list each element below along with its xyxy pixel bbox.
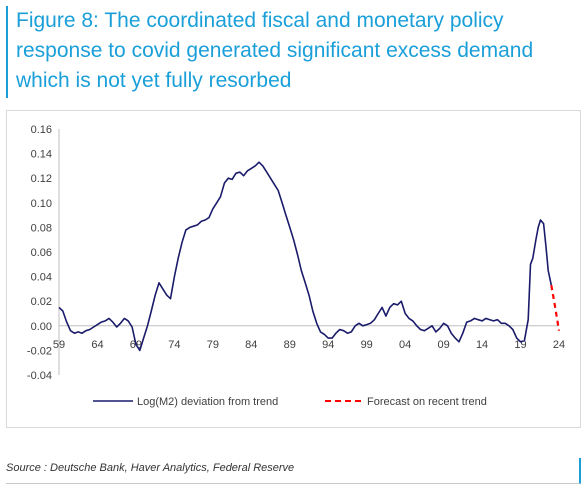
y-tick-label: 0.08: [31, 222, 52, 234]
x-tick-label: 59: [53, 339, 65, 351]
y-tick-label: 0.02: [31, 296, 52, 308]
y-tick-label: 0.14: [31, 149, 52, 161]
legend-label-forecast: Forecast on recent trend: [367, 396, 487, 408]
y-tick-label: 0.06: [31, 247, 52, 259]
y-tick-label: -0.02: [27, 345, 52, 357]
figure-title-line-3: which is not yet fully resorbed: [16, 69, 292, 92]
legend-label-m2: Log(M2) deviation from trend: [137, 396, 278, 408]
series-line-forecast: [550, 285, 561, 331]
x-tick-label: 79: [207, 339, 219, 351]
chart-frame: -0.04 -0.02 0.00 0.02 0.04 0.06 0.08 0.10 0.12 0.…: [6, 110, 581, 428]
x-tick-label: 14: [476, 339, 488, 351]
x-tick-label: 99: [361, 339, 373, 351]
y-tick-label: -0.04: [27, 370, 52, 382]
y-tick-label: 0.16: [31, 124, 52, 136]
title-block: Figure 8: The coordinated fiscal and mon…: [6, 6, 581, 98]
source-row: Source : Deutsche Bank, Haver Analytics,…: [6, 458, 581, 484]
legend: Log(M2) deviation from trend Forecast on…: [93, 396, 487, 408]
x-tick-label: 89: [284, 339, 296, 351]
y-tick-label: 0.04: [31, 272, 52, 284]
x-tick-label: 19: [514, 339, 526, 351]
x-tick-label: 64: [91, 339, 103, 351]
x-tick-label: 09: [437, 339, 449, 351]
x-tick-label: 94: [322, 339, 334, 351]
series-line-m2-deviation: [58, 161, 553, 352]
source-note: Source : Deutsche Bank, Haver Analytics,…: [6, 462, 295, 474]
y-tick-label: 0.12: [31, 173, 52, 185]
x-tick-label: 04: [399, 339, 411, 351]
x-tick-label: 74: [168, 339, 180, 351]
x-tick-label: 24: [553, 339, 565, 351]
figure-title-line-2: response to covid generated significant …: [16, 39, 534, 62]
x-tick-label: 84: [245, 339, 257, 351]
y-tick-label: 0.00: [31, 321, 52, 333]
axes-layer: -0.04 -0.02 0.00 0.02 0.04 0.06 0.08 0.10 0.12 0.…: [27, 124, 565, 382]
figure-title-line-1: Figure 8: The coordinated fiscal and mon…: [16, 9, 504, 32]
lines-layer: [58, 161, 561, 352]
y-tick-label: 0.10: [31, 198, 52, 210]
line-chart: -0.04 -0.02 0.00 0.02 0.04 0.06 0.08 0.10 0.12 0.…: [27, 124, 565, 408]
